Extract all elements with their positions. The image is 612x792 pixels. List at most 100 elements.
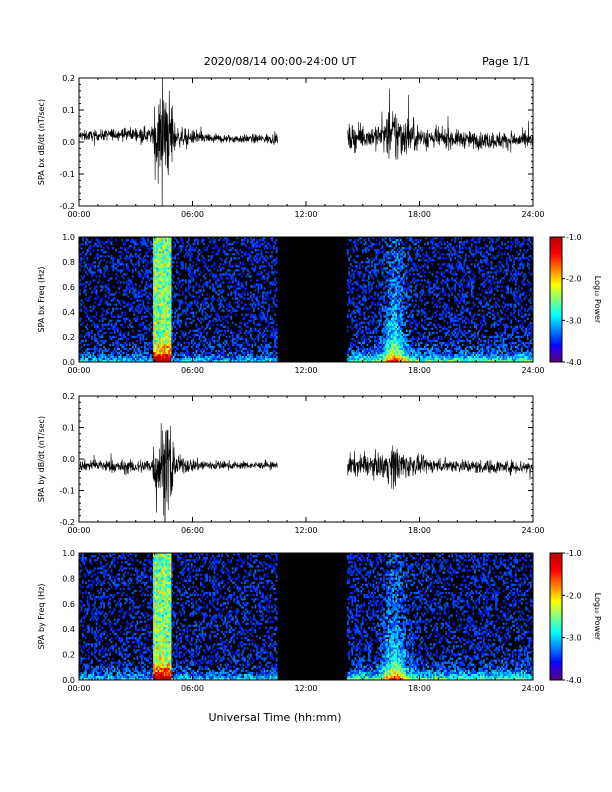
spectrogram-cell	[138, 289, 140, 292]
spectrogram-cell	[112, 269, 114, 272]
spectrogram-cell	[256, 273, 258, 276]
spectrogram-cell	[153, 325, 155, 328]
spectrogram-cell	[150, 277, 152, 280]
spectrogram-cell	[168, 305, 170, 308]
spectrogram-cell	[410, 291, 413, 294]
spectrogram-cell	[395, 307, 397, 310]
spectrogram-cell	[227, 321, 230, 324]
spectrogram-cell	[163, 359, 166, 363]
spectrogram-cell	[253, 317, 255, 320]
spectrogram-cell	[190, 277, 193, 280]
spectrogram-cell	[142, 241, 145, 244]
spectrogram-cell	[260, 277, 263, 280]
spectrogram-cell	[352, 337, 355, 341]
spectrogram-cell	[85, 271, 87, 274]
spectrogram-cell	[206, 267, 208, 270]
spectrogram-cell	[127, 295, 130, 298]
spectrogram-cell	[254, 265, 257, 268]
spectrogram-cell	[165, 247, 167, 250]
spectrogram-cell	[213, 355, 216, 359]
spectrogram-cell	[402, 313, 405, 316]
spectrogram-cell	[121, 247, 124, 250]
spectrogram-cell	[112, 335, 114, 339]
spectrogram-cell	[86, 347, 89, 351]
spectrogram-cell	[157, 269, 160, 272]
spectrogram-cell	[219, 303, 222, 306]
spectrogram-cell	[103, 267, 105, 270]
spectrogram-cell	[386, 301, 388, 304]
spectrogram-cell	[389, 283, 391, 286]
spectrogram-cell	[360, 353, 363, 357]
spectrogram-cell	[134, 319, 137, 322]
spectrogram-cell	[165, 317, 167, 320]
spectrogram-cell	[207, 337, 210, 341]
spectrogram-cell	[355, 249, 358, 252]
spectrogram-cell	[227, 281, 230, 284]
spectrogram-cell	[163, 311, 166, 314]
spectrogram-cell	[116, 275, 119, 278]
spectrogram-cell	[116, 307, 119, 310]
spectrogram-cell	[389, 291, 391, 294]
spectrogram-cell	[160, 241, 163, 244]
spectrogram-cell	[358, 285, 361, 288]
spectrogram-cell	[218, 353, 220, 357]
spectrogram-cell	[399, 269, 402, 272]
spectrogram-cell	[389, 335, 391, 339]
spectrogram-cell	[369, 339, 372, 343]
spectrogram-cell	[86, 353, 89, 357]
spectrogram-cell	[163, 249, 166, 252]
spectrogram-cell	[156, 251, 158, 254]
spectrogram-cell	[150, 293, 152, 296]
spectrogram-cell	[195, 237, 198, 240]
spectrogram-cell	[230, 315, 233, 318]
spectrogram-cell	[243, 315, 246, 318]
spectrogram-cell	[354, 323, 357, 326]
spectrogram-cell	[134, 267, 137, 270]
spectrogram-cell	[275, 359, 278, 363]
spectrogram-cell	[408, 349, 411, 353]
spectrogram-cell	[95, 339, 98, 343]
spectrogram-cell	[402, 317, 405, 320]
spectrogram-cell	[399, 333, 402, 336]
spectrogram-cell	[163, 339, 166, 343]
spectrogram-cell	[145, 273, 148, 276]
spectrogram-cell	[358, 347, 361, 351]
spectrogram-cell	[100, 255, 102, 258]
spectrogram-cell	[402, 283, 405, 286]
spectrogram-cell	[242, 351, 245, 355]
spectrogram-cell	[118, 279, 121, 282]
spectrogram-cell	[392, 325, 394, 328]
spectrogram-cell	[142, 323, 145, 326]
spectrogram-cell	[371, 321, 373, 324]
spectrogram-cell	[172, 355, 175, 359]
spectrogram-cell	[165, 243, 167, 246]
spectrogram-cell	[274, 259, 276, 262]
spectrogram-cell	[259, 257, 261, 260]
spectrogram-cell	[234, 309, 237, 312]
spectrogram-cell	[274, 295, 276, 298]
spectrogram-cell	[272, 247, 275, 250]
spectrogram-cell	[162, 281, 164, 284]
spectrogram-cell	[236, 359, 239, 363]
spectrogram-cell	[390, 321, 393, 324]
spectrogram-cell	[166, 337, 169, 341]
spectrogram-cell	[106, 285, 108, 288]
spectrogram-cell	[346, 249, 349, 252]
spectrogram-cell	[348, 273, 351, 276]
spectrogram-cell	[79, 257, 81, 260]
spectrogram-cell	[150, 271, 152, 274]
spectrogram-cell	[366, 359, 369, 363]
spectrogram-cell	[355, 333, 358, 336]
spectrogram-cell	[380, 303, 382, 306]
spectrogram-cell	[207, 255, 210, 258]
spectrogram-cell	[142, 277, 145, 280]
spectrogram-cell	[260, 271, 263, 274]
spectrogram-cell	[118, 261, 121, 264]
spectrogram-cell	[163, 343, 166, 347]
spectrogram-cell	[378, 347, 381, 351]
spectrogram-cell	[262, 301, 264, 304]
spectrogram-cell	[393, 335, 396, 339]
spectrogram-cell	[358, 237, 361, 240]
spectrogram-cell	[381, 309, 384, 312]
y-tick-label: 0.1	[62, 106, 75, 115]
